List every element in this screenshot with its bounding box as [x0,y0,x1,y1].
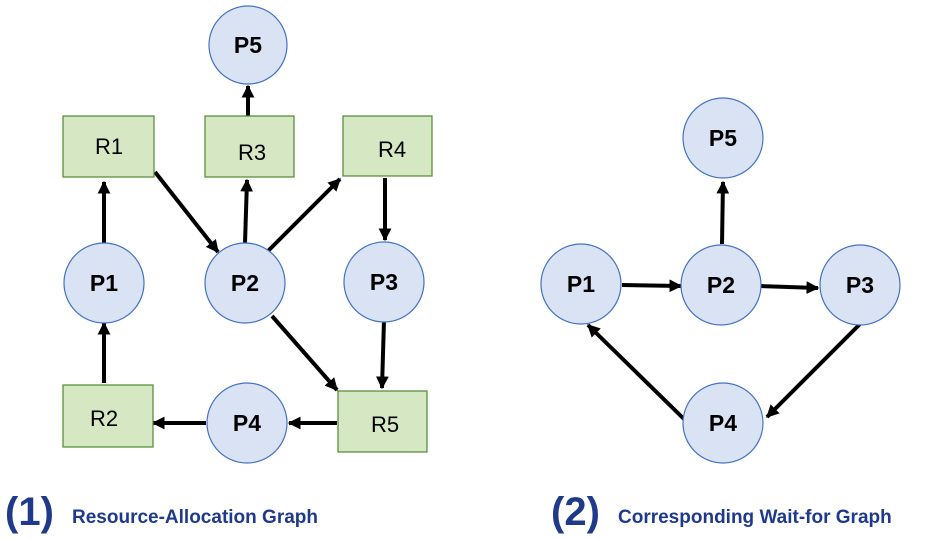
wf-process-p1: P1 [540,243,622,325]
resource-r2-label: R2 [90,406,118,431]
resource-r1-label: R1 [95,134,123,159]
resource-r2: R2 [62,384,154,448]
wf-edge-p2-to-p5 [716,180,730,245]
wf-process-p4: P4 [682,382,764,464]
process-p2: P2 [204,242,286,324]
resource-r5-label: R5 [371,412,399,437]
wf-edge-p2-to-p3 [759,281,820,294]
wf-process-p5: P5 [682,97,764,179]
wf-process-p1-label: P1 [567,271,595,297]
resource-r1: R1 [62,115,155,178]
process-p4: P4 [206,382,288,464]
process-p5: P5 [208,5,288,85]
graph1-caption: (1) Resource-Allocation Graph [5,490,318,534]
wf-edge-p1-to-p2 [621,279,683,293]
graph1-edges [97,84,392,430]
wf-process-p2: P2 [680,244,762,326]
resource-r4: R4 [342,115,433,177]
process-p1: P1 [63,242,145,324]
graph2-caption-number: (2) [551,490,600,534]
wf-process-p3: P3 [819,244,901,326]
resource-r3: R3 [204,115,295,178]
wf-edge-p4-to-p1 [586,323,687,422]
edge-p2-to-r3 [240,178,254,244]
graph2-caption: (2) Corresponding Wait-for Graph [551,490,892,534]
wf-process-p4-label: P4 [709,410,737,436]
process-p4-label: P4 [233,410,261,436]
process-p5-label: P5 [234,32,262,58]
edge-p2-to-r4 [266,177,342,253]
resource-r4-label: R4 [378,137,406,162]
edge-r1-to-p2 [153,170,220,254]
process-p1-label: P1 [90,270,118,296]
process-p2-label: P2 [231,270,259,296]
process-p3: P3 [343,241,425,323]
graph1-caption-text: Resource-Allocation Graph [72,507,318,528]
edge-p2-to-r5 [270,314,339,392]
graph1-caption-number: (1) [5,490,54,534]
wf-process-p5-label: P5 [709,125,737,151]
process-p3-label: P3 [370,269,398,295]
wf-process-p3-label: P3 [846,272,874,298]
graph2-caption-text: Corresponding Wait-for Graph [618,507,892,528]
wf-process-p2-label: P2 [707,272,735,298]
resource-r3-label: R3 [238,140,266,165]
resource-r5: R5 [337,390,428,453]
edge-p3-to-r5 [375,319,389,390]
wait-for-graph: P5 P1 P2 P3 P4 (2) Corresponding Wait-fo… [540,97,901,534]
resource-allocation-graph: R1 R3 R4 R2 R5 P5 P1 P2 [5,5,433,534]
wf-edge-p3-to-p4 [765,322,862,419]
graph2-edges [586,180,862,422]
